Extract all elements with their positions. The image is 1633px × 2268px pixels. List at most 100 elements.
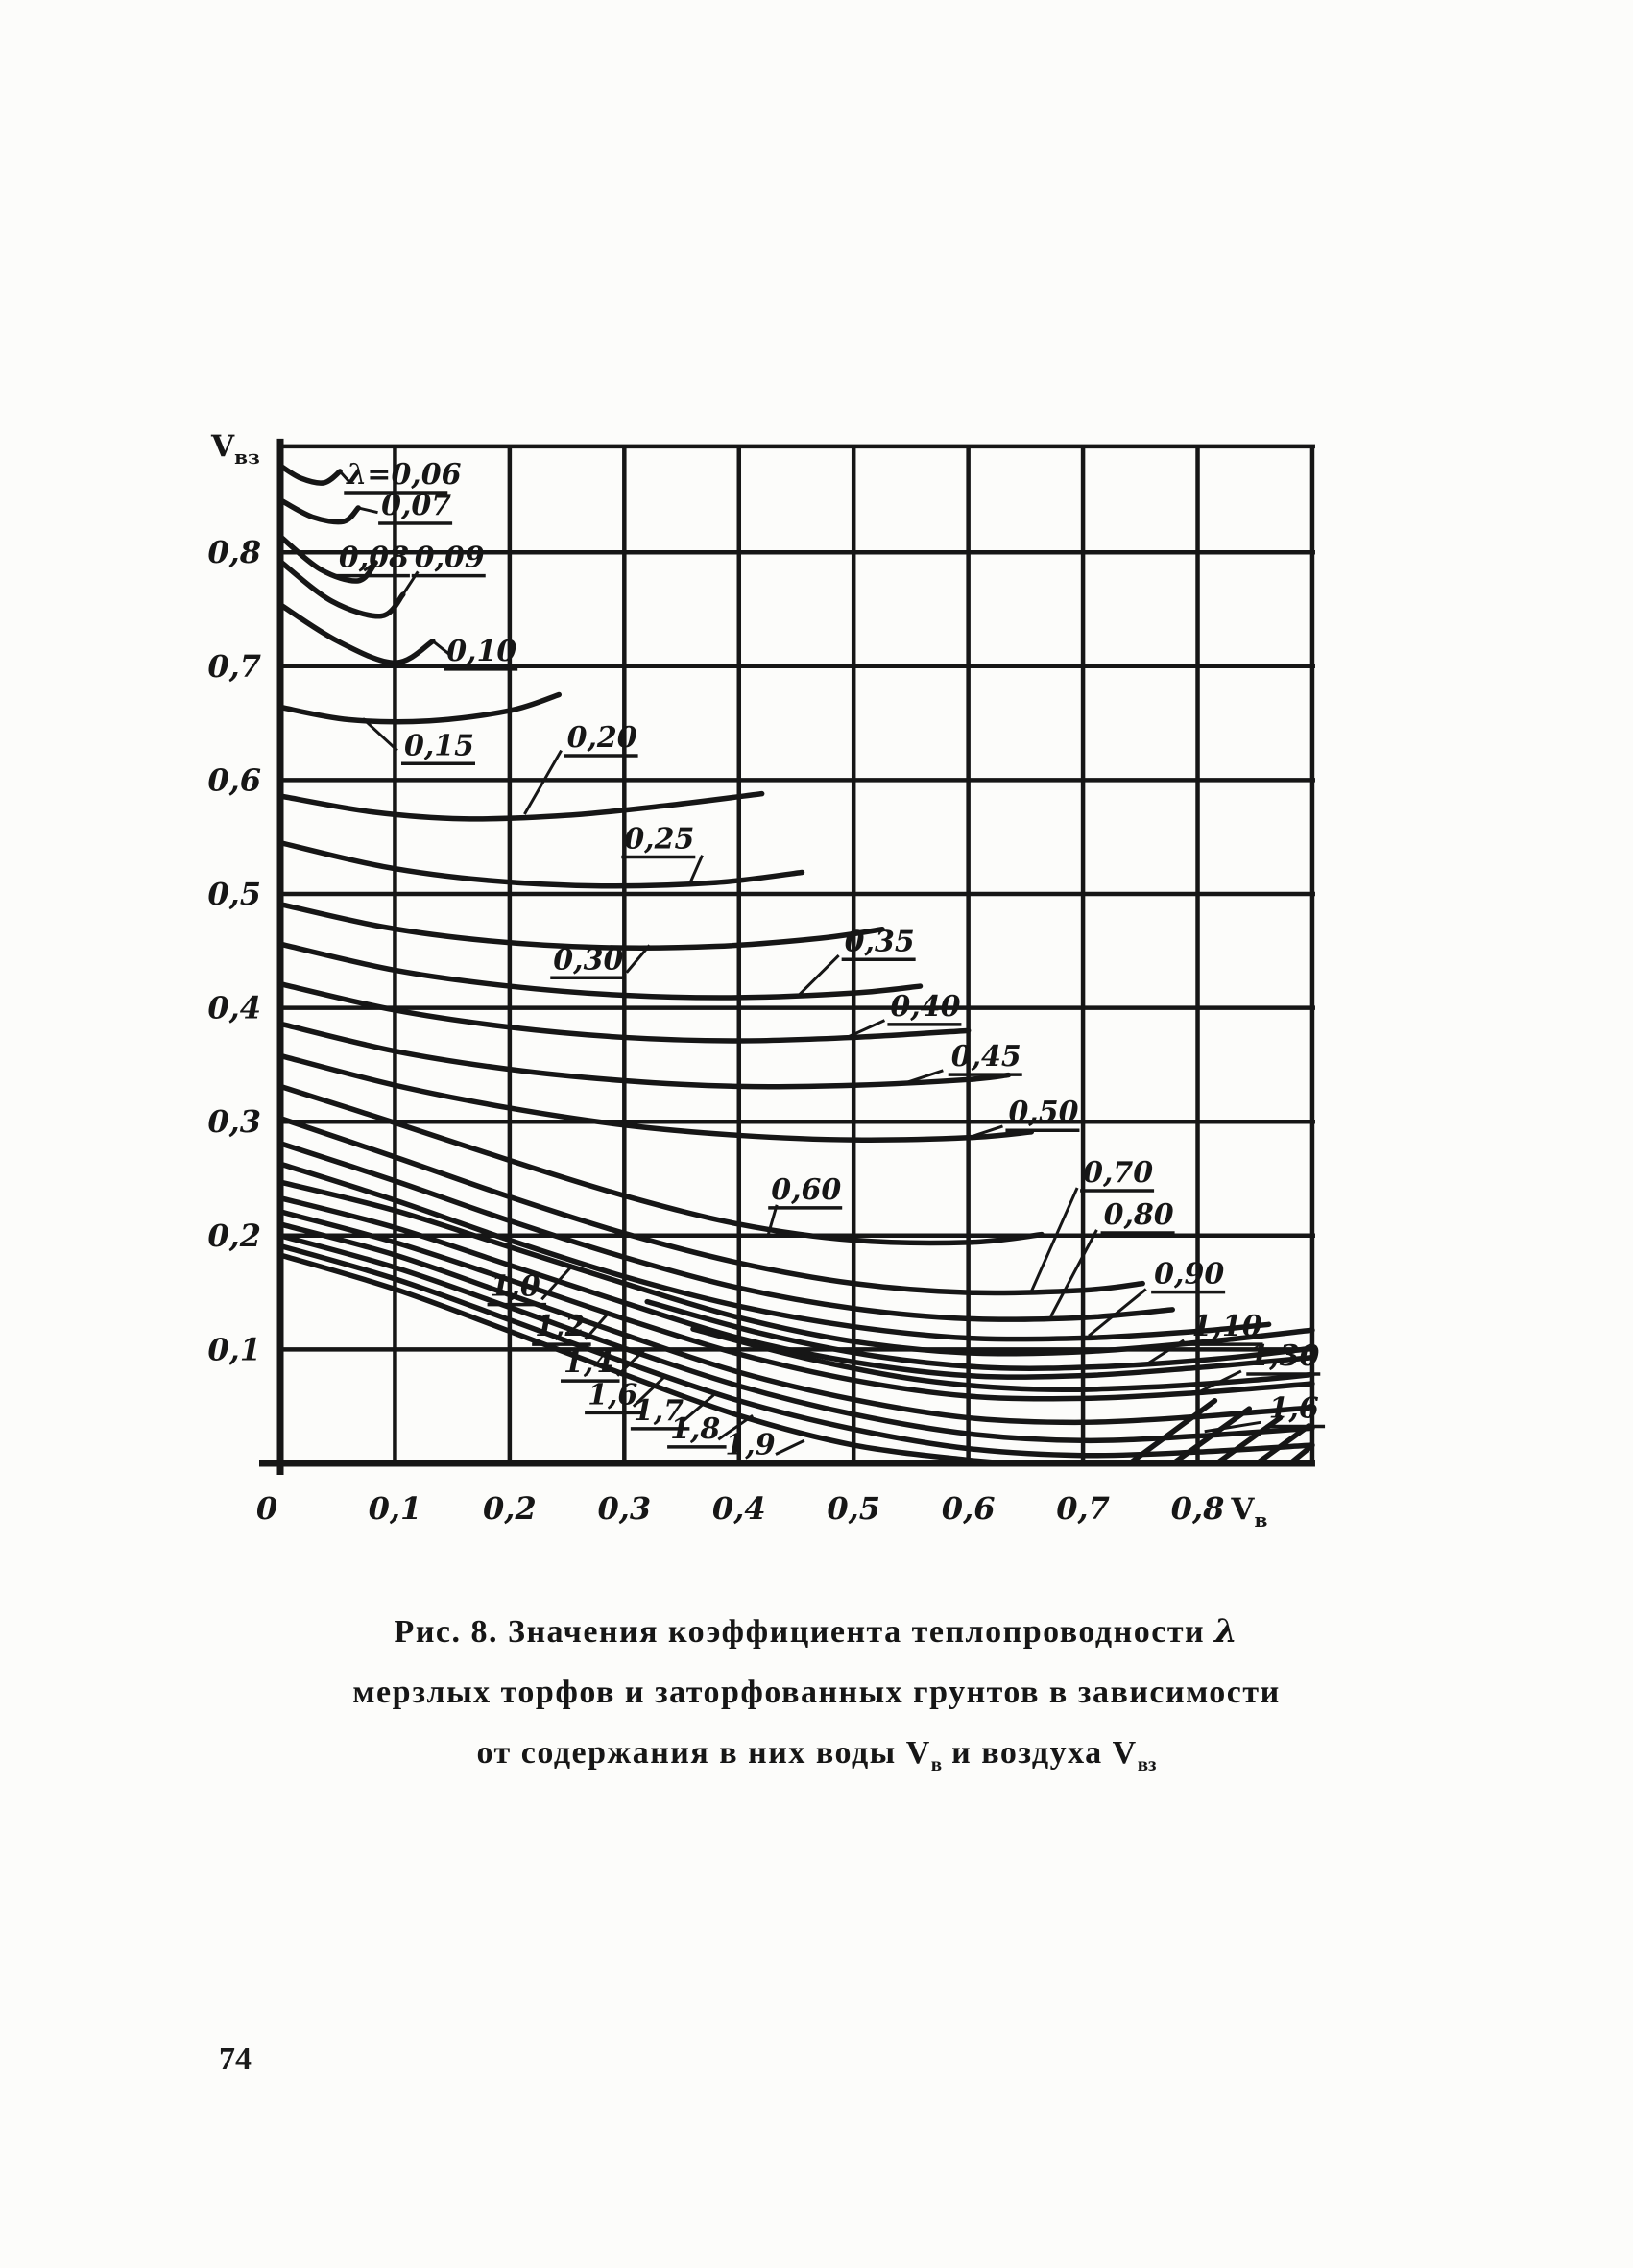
contour-label: 1,8 <box>670 1412 720 1446</box>
contour-curve <box>277 1233 1315 1444</box>
contour-curve <box>1215 1414 1284 1465</box>
contour-curve <box>1171 1406 1253 1465</box>
contour-label: 1,30 <box>1249 1339 1319 1373</box>
label-leader-line <box>357 506 378 515</box>
label-leader-line <box>523 749 563 815</box>
series-1,8: 1,8 <box>277 1243 1315 1459</box>
label-leader-line <box>689 855 704 882</box>
contour-curve <box>277 691 562 725</box>
y-tick-label: 0,8 <box>207 534 261 570</box>
contour-label: 0,60 <box>771 1173 841 1207</box>
contour-curve <box>277 1052 1035 1143</box>
label-leader-line <box>844 1019 886 1040</box>
series-0,10: 0,10 <box>277 602 518 671</box>
contour-curve <box>277 1209 1315 1402</box>
contour-curve <box>277 839 805 889</box>
label-leader-line <box>1204 1420 1261 1434</box>
contour-curve <box>1256 1423 1312 1465</box>
series-0,40: 0,40 <box>277 980 972 1044</box>
label-leader-line <box>363 561 376 572</box>
contour-label: 0,10 <box>446 635 516 668</box>
series-0,60: 0,60 <box>277 1083 1045 1246</box>
label-leader-line <box>901 1069 944 1086</box>
label-leader-line <box>361 717 398 752</box>
contour-label: 0,30 <box>553 943 623 977</box>
contour-curve <box>277 463 343 486</box>
contour-curve <box>277 1161 1272 1342</box>
contour-curve <box>277 1243 1315 1459</box>
contour-label: 0,08 <box>339 542 409 575</box>
contour-label: 1,9 <box>725 1429 775 1462</box>
series-1,9: 1,9 <box>277 1252 1018 1466</box>
label-leader-line <box>681 1393 715 1424</box>
x-tick-label: 0,4 <box>712 1490 766 1527</box>
caption-line-2: мерзлых торфов и заторфованных грунтов в… <box>352 1675 1281 1710</box>
figure-8-chart: 0 0,1 0,2 0,3 0,4 0,5 0,6 0,7 0,8 0,8 0,7 0,6 0,5 0,4… <box>207 429 1326 1532</box>
x-axis-title: Vв <box>1230 1492 1267 1532</box>
label-leader-line <box>1147 1339 1185 1364</box>
series-0,25: 0,25 <box>277 823 805 889</box>
y-tick-label: 0,6 <box>207 761 261 798</box>
contour-curve <box>277 790 765 822</box>
contour-curve <box>644 1298 1315 1371</box>
y-tick-label: 0,1 <box>207 1331 261 1367</box>
contour-curve <box>277 1252 1018 1466</box>
contour-curve <box>1128 1398 1218 1465</box>
series-λ=0,06: λ=0,06 <box>277 458 462 495</box>
series-0,09: 0,09 <box>277 542 486 619</box>
y-tick-label: 0,3 <box>207 1103 261 1140</box>
contour-curve <box>277 1140 1175 1322</box>
contour-label: 0,90 <box>1154 1258 1224 1291</box>
label-leader-line <box>338 470 350 483</box>
x-tick-label: 0,5 <box>827 1490 880 1527</box>
y-axis-title: Vвз <box>210 429 260 469</box>
contour-label: 1,7 <box>634 1394 684 1428</box>
series-unlabeled <box>1171 1406 1253 1465</box>
label-leader-line <box>1049 1229 1098 1317</box>
contour-curve <box>277 941 924 1001</box>
label-leader-line <box>632 1375 666 1408</box>
contour-label: 0,45 <box>951 1040 1021 1074</box>
contour-label: 0,80 <box>1104 1198 1174 1232</box>
tick-labels: 0 0,1 0,2 0,3 0,4 0,5 0,6 0,7 0,8 0,8 0,7 0,6 0,5 0,4… <box>207 429 1267 1532</box>
series-unlabeled <box>1215 1414 1284 1465</box>
contour-curve <box>277 1194 1315 1380</box>
figure-caption: Рис. 8. Значения коэффициента теплопрово… <box>86 1602 1547 1795</box>
contour-curve <box>277 533 378 584</box>
label-leader-line <box>797 953 840 997</box>
label-leader-line <box>1029 1187 1079 1292</box>
y-tick-label: 0,7 <box>207 648 261 685</box>
series-0,70: 0,70 <box>277 1115 1155 1296</box>
grid <box>259 438 1315 1475</box>
y-tick-label: 0,2 <box>207 1218 261 1254</box>
contour-curve <box>277 1179 1315 1357</box>
series-1,7: 1,7 <box>277 1233 1315 1444</box>
series-1,10: 1,10 <box>644 1298 1315 1371</box>
caption-line-1: Рис. 8. Значения коэффициента теплопрово… <box>394 1612 1239 1651</box>
contour-label: 1,6 <box>588 1378 637 1411</box>
contour-label: 1,10 <box>1192 1310 1262 1343</box>
contour-curve <box>277 901 885 951</box>
series-unlabeled <box>1128 1398 1218 1465</box>
series-1,30: 1,30 <box>690 1326 1321 1394</box>
contour-label: λ=0,06 <box>345 458 461 492</box>
x-tick-label: 0,8 <box>1171 1490 1225 1527</box>
series-0,07: 0,07 <box>277 489 453 525</box>
x-tick-label: 0,3 <box>597 1490 651 1527</box>
contour-curve <box>277 1083 1045 1246</box>
series-0,80: 0,80 <box>277 1140 1175 1322</box>
contour-curve <box>277 602 436 665</box>
contour-curve <box>1288 1443 1314 1465</box>
x-tick-label: 0,1 <box>369 1490 422 1527</box>
y-tick-label: 0,4 <box>207 990 261 1026</box>
contour-label: 0,40 <box>890 990 960 1024</box>
label-leader-line <box>431 639 451 657</box>
series-0,50: 0,50 <box>277 1052 1080 1143</box>
label-leader-line <box>1196 1369 1242 1394</box>
label-leader-line <box>775 1438 805 1456</box>
x-tick-label: 0,2 <box>483 1490 537 1527</box>
contour-curve <box>277 496 361 525</box>
contour-label: 0,09 <box>415 542 485 575</box>
x-tick-label: 0,6 <box>942 1490 996 1527</box>
